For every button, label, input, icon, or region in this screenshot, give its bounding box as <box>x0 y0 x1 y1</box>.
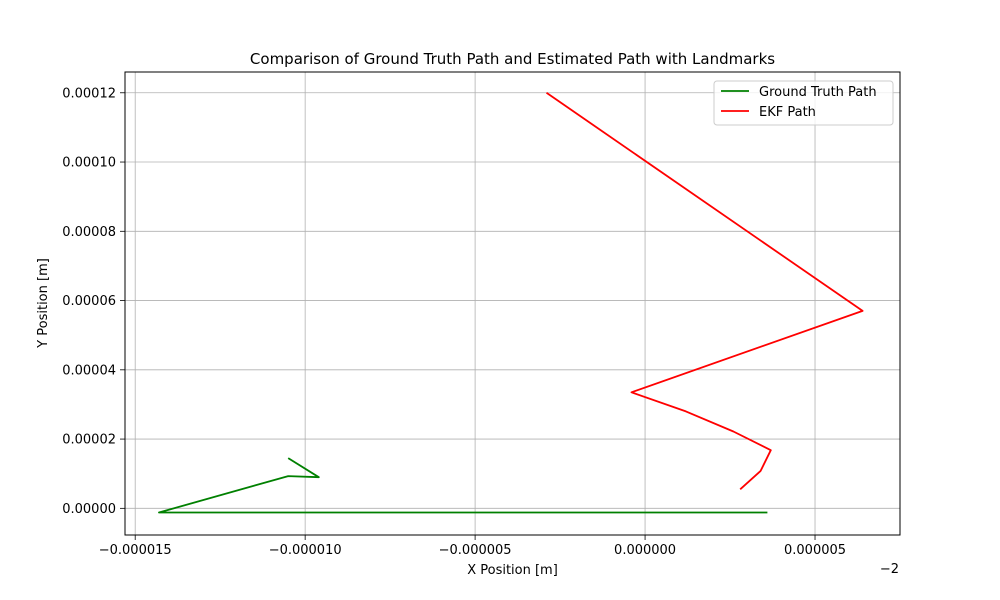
x-axis-offset-label: −2 <box>880 562 899 577</box>
y-tick-label: 0.00006 <box>62 294 116 309</box>
grid <box>125 72 900 535</box>
plot-frame <box>124 71 901 536</box>
y-tick-label: 0.00008 <box>62 225 116 240</box>
legend-label-ekf: EKF Path <box>759 105 816 120</box>
x-tick-label: 0.000005 <box>784 543 846 558</box>
x-tick-label: −0.000015 <box>99 543 172 558</box>
y-tick-label: 0.00002 <box>62 433 116 448</box>
y-axis-label: Y Position [m] <box>36 258 51 349</box>
y-tick-label: 0.00004 <box>62 363 116 378</box>
series-layer <box>158 92 864 514</box>
chart-title: Comparison of Ground Truth Path and Esti… <box>250 50 775 68</box>
legend-box <box>713 80 894 126</box>
x-axis-ticks: −0.000015 −0.000010 −0.000005 0.000000 0.000… <box>99 535 846 558</box>
x-tick-label: −0.000005 <box>439 543 512 558</box>
y-tick-label: 0.00000 <box>62 502 116 517</box>
x-tick-label: −0.000010 <box>269 543 342 558</box>
series-line-ekf-path <box>545 92 864 490</box>
legend: Ground Truth Path EKF Path <box>713 80 894 126</box>
y-tick-label: 0.00012 <box>62 86 116 101</box>
y-tick-label: 0.00010 <box>62 156 116 171</box>
x-axis-label: X Position [m] <box>467 563 558 578</box>
x-tick-label: 0.000000 <box>614 543 676 558</box>
series-line-ground-truth-path <box>158 457 768 514</box>
legend-label-ground-truth: Ground Truth Path <box>759 85 877 100</box>
y-axis-ticks: 0.00000 0.00002 0.00004 0.00006 0.00008 0.000… <box>62 86 125 517</box>
